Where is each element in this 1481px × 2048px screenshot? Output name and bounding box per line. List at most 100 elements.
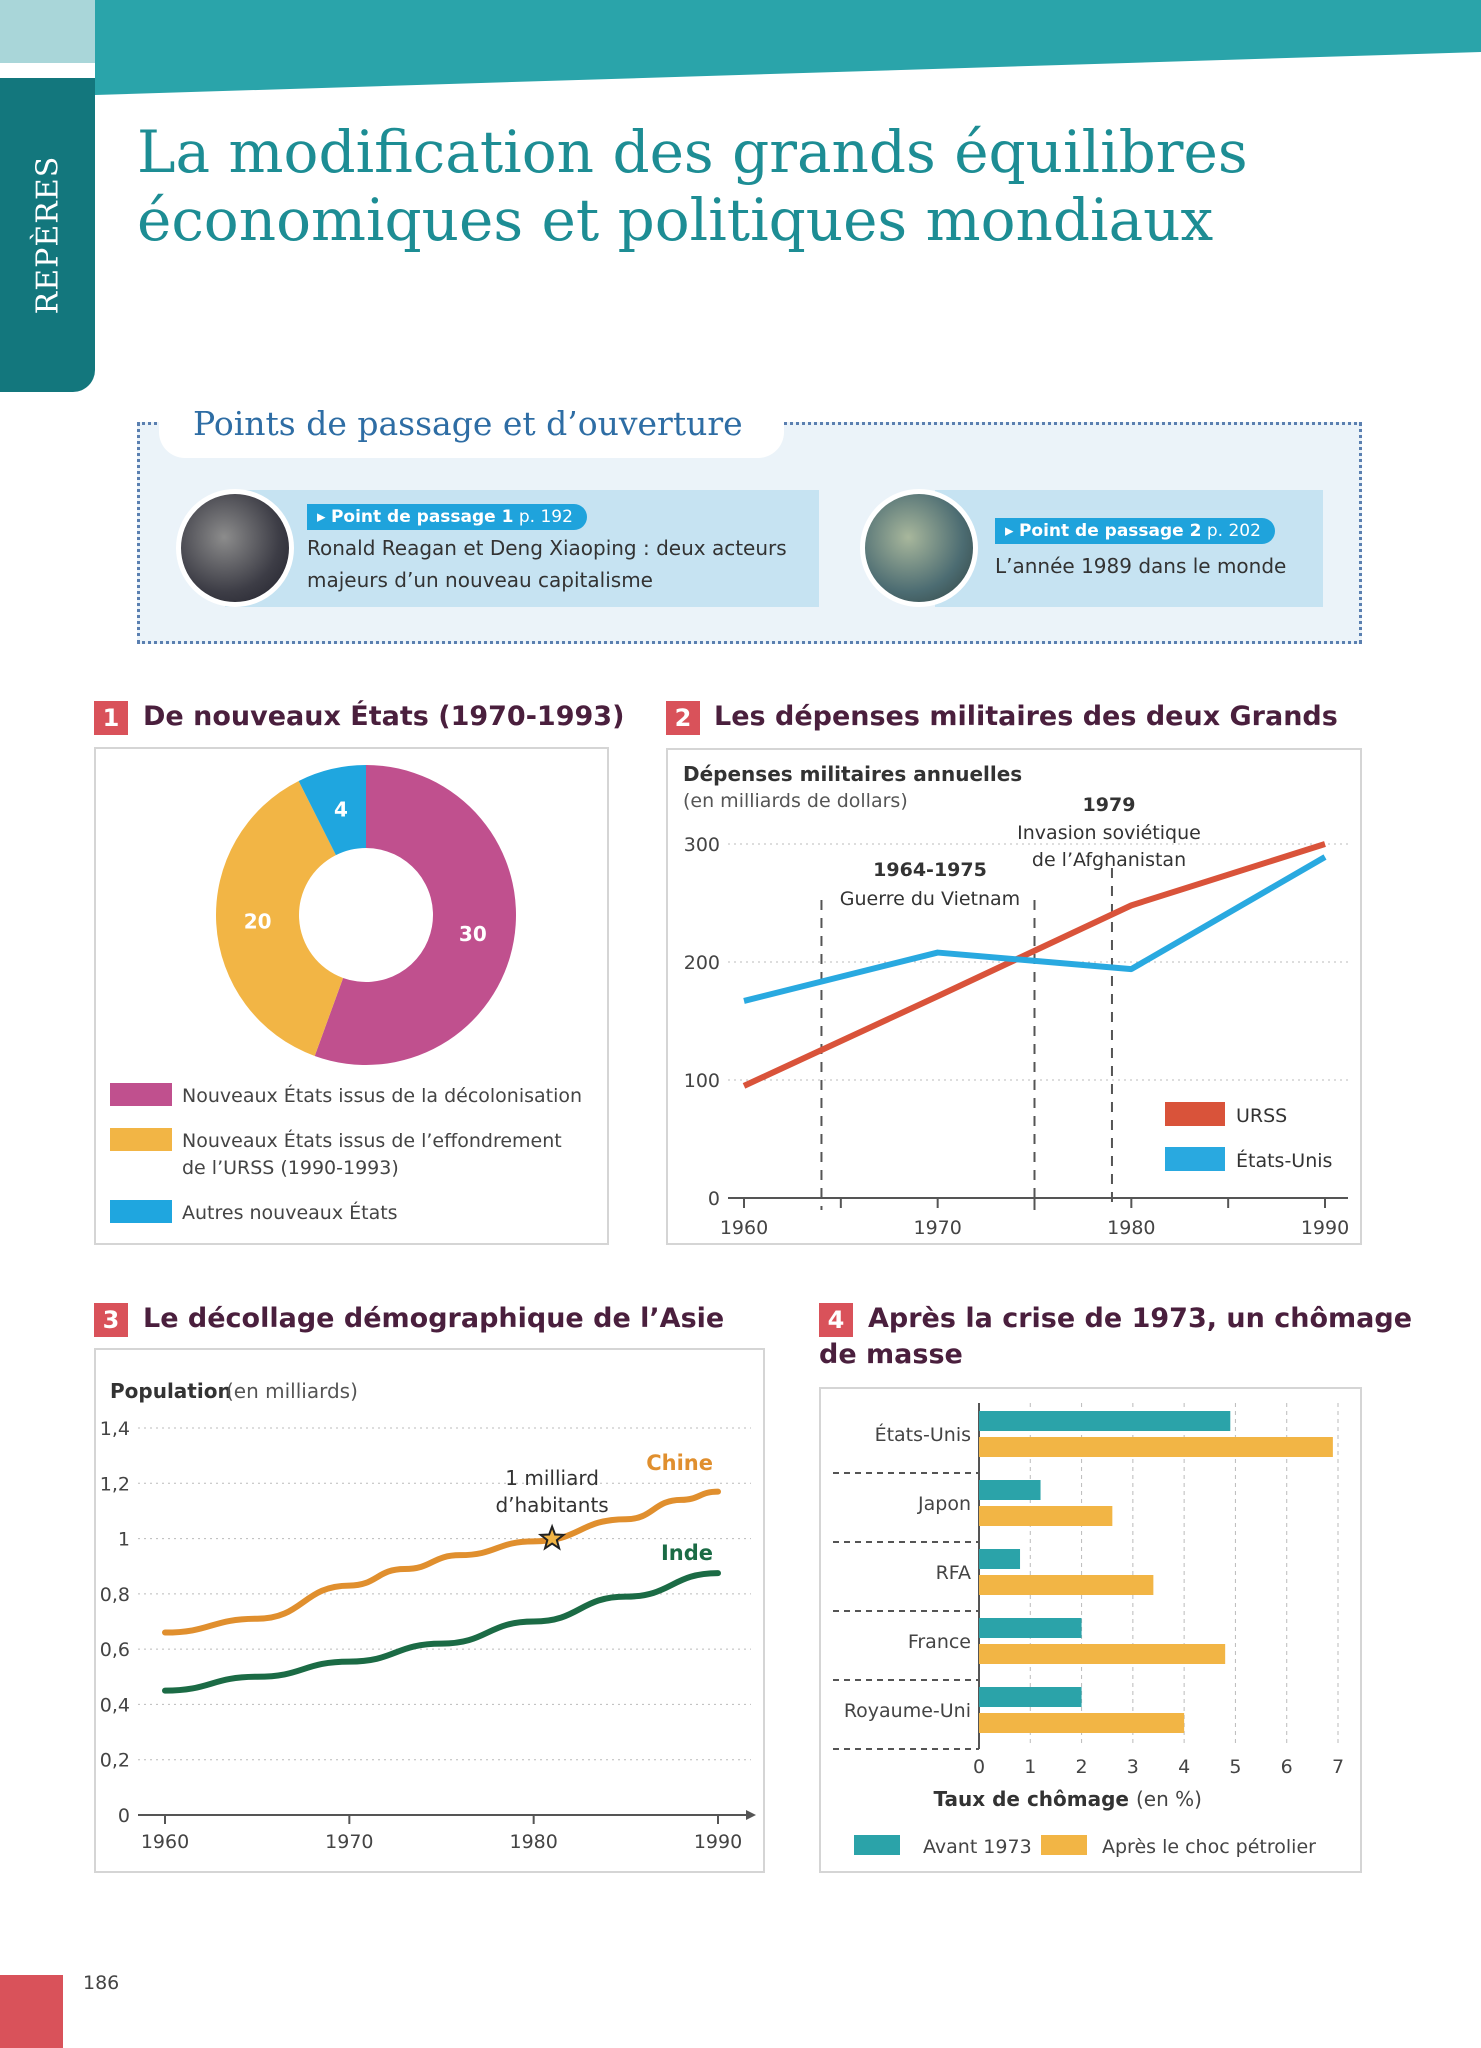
passage-card-2[interactable]: ▸ Point de passage 2 p. 202 L’année 1989… (935, 490, 1323, 607)
legend-label: Après le choc pétrolier (1102, 1836, 1316, 1858)
title-line-2: économiques et politiques mondiaux (137, 186, 1214, 254)
annotation-label: Invasion soviétique (1017, 822, 1201, 844)
chart-subtitle: (en milliards) (226, 1379, 358, 1403)
doc-title: Les dépenses militaires des deux Grands (714, 701, 1338, 732)
bar (979, 1618, 1082, 1638)
pie-slice (314, 765, 516, 1065)
donut-chart: 30 20 4 Nouveaux États issus de la décoloni… (110, 765, 582, 1224)
line-chart: Population(en milliards) 0 0,2 0,4 0,6 0,8 1 1,… (100, 1379, 756, 1853)
passage-card-text: Ronald Reagan et Deng Xiaoping : deux ac… (307, 536, 787, 592)
x-tick-label: 2 (1076, 1756, 1088, 1778)
x-tick-label: 1970 (325, 1831, 373, 1853)
passage-card-1[interactable]: ▸ Point de passage 1 p. 192 Ronald Reaga… (225, 490, 819, 607)
annotation-label: de l’Afghanistan (1032, 849, 1186, 871)
section-tab-label: REPÈRES (30, 155, 65, 315)
x-axis-unit: (en %) (1136, 1787, 1202, 1811)
passage-card-text: L’année 1989 dans le monde (995, 554, 1287, 578)
legend-swatch (110, 1200, 172, 1223)
x-tick-label: 1960 (141, 1831, 189, 1853)
bar (979, 1713, 1185, 1733)
y-tick-label: 0 (118, 1805, 130, 1827)
doc-title: De nouveaux États (1970-1993) (143, 701, 625, 732)
series-line-0 (162, 1488, 721, 1636)
x-tick-label: 1 (1024, 1756, 1036, 1778)
chart-subtitle: (en milliards de dollars) (683, 790, 908, 812)
passage-link-2[interactable]: ▸ Point de passage 2 p. 202 (995, 518, 1275, 544)
chart-title: Dépenses militaires annuelles (683, 762, 1022, 786)
legend-label: de l’URSS (1990-1993) (182, 1157, 399, 1179)
legend-label: Avant 1973 (923, 1836, 1032, 1858)
star-icon (537, 1523, 567, 1551)
annotation-label: Guerre du Vietnam (840, 888, 1020, 910)
legend-swatch (1165, 1102, 1225, 1126)
series-line-1 (743, 854, 1327, 1004)
reagan-deng-photo (176, 489, 294, 607)
page-number: 186 (83, 1972, 120, 1994)
title-line-1: La modification des grands équilibres (137, 118, 1248, 186)
category-label: États-Unis (875, 1423, 971, 1446)
x-axis-title: Taux de chômage (933, 1787, 1129, 1811)
legend-label: États-Unis (1236, 1149, 1332, 1172)
series-label-chine: Chine (646, 1451, 713, 1475)
bar-chart: 0 1 2 3 4 5 6 7 États-Unis Japon RFA France Royaume-… (833, 1403, 1344, 1858)
header-corner (0, 0, 95, 63)
y-tick-label: 0,2 (100, 1750, 130, 1772)
slice-value-label: 20 (244, 909, 272, 933)
category-label: Japon (917, 1493, 971, 1515)
category-label: Royaume-Uni (844, 1700, 971, 1722)
page-title: La modification des grands équilibres éc… (137, 118, 1248, 254)
header-banner (95, 0, 1481, 95)
passage-title: Points de passage et d’ouverture (159, 398, 784, 458)
doc-number: 2 (666, 701, 700, 735)
chart-title: Population (110, 1379, 232, 1403)
bar (979, 1687, 1082, 1707)
x-tick-label: 0 (973, 1756, 985, 1778)
bar (979, 1506, 1113, 1526)
legend-swatch (1165, 1147, 1225, 1171)
x-tick-label: 1980 (1107, 1217, 1155, 1239)
legend-label: Nouveaux États issus de la décolonisatio… (182, 1084, 582, 1107)
doc-number: 3 (94, 1303, 128, 1337)
x-tick-label: 7 (1332, 1756, 1344, 1778)
doc-number: 1 (94, 701, 128, 735)
x-tick-label: 4 (1178, 1756, 1190, 1778)
series-label-inde: Inde (661, 1541, 713, 1565)
chart-unemployment: 0 1 2 3 4 5 6 7 États-Unis Japon RFA France Royaume-… (819, 1387, 1362, 1873)
category-label: France (908, 1631, 971, 1653)
y-tick-label: 0 (708, 1188, 720, 1210)
y-tick-label: 100 (684, 1070, 720, 1092)
legend-label: URSS (1236, 1105, 1287, 1127)
series-line-1 (162, 1570, 721, 1694)
y-tick-label: 200 (684, 952, 720, 974)
chart-military-spending: Dépenses militaires annuelles (en milliar… (666, 748, 1362, 1245)
bar (979, 1575, 1154, 1595)
x-tick-label: 1970 (913, 1217, 961, 1239)
x-tick-label: 1990 (694, 1831, 742, 1853)
annotation-label: 1979 (1083, 794, 1136, 816)
legend-label: Nouveaux États issus de l’effondrement (182, 1129, 562, 1152)
y-tick-label: 0,4 (100, 1694, 130, 1716)
pie-slice (216, 780, 344, 1056)
y-tick-label: 1,2 (100, 1473, 130, 1495)
bar (979, 1437, 1333, 1457)
x-tick-label: 1980 (509, 1831, 557, 1853)
bar (979, 1549, 1021, 1569)
annotation-label: 1 milliard (505, 1466, 599, 1490)
x-tick-label: 1990 (1301, 1217, 1349, 1239)
x-tick-label: 6 (1281, 1756, 1293, 1778)
chart-new-states: 30 20 4 Nouveaux États issus de la décoloni… (94, 747, 609, 1245)
slice-value-label: 30 (459, 922, 487, 946)
bar (979, 1644, 1226, 1664)
annotation-label: d’habitants (495, 1493, 608, 1517)
section-tab: REPÈRES (0, 78, 95, 392)
pie-slice (298, 765, 366, 856)
doc-title: Après la crise de 1973, un chômage de mas… (819, 1303, 1413, 1370)
passage-link-1[interactable]: ▸ Point de passage 1 p. 192 (307, 504, 587, 530)
x-tick-label: 5 (1229, 1756, 1241, 1778)
chart-population: Population (en milliards) 0 0,2 0,4 0,6 0,8 1 1,… (94, 1348, 765, 1873)
annotation-label: 1964-1975 (873, 859, 987, 881)
y-tick-label: 300 (684, 834, 720, 856)
legend-swatch (110, 1128, 172, 1151)
doc-number: 4 (819, 1303, 853, 1337)
footer-mark (0, 1975, 63, 2048)
